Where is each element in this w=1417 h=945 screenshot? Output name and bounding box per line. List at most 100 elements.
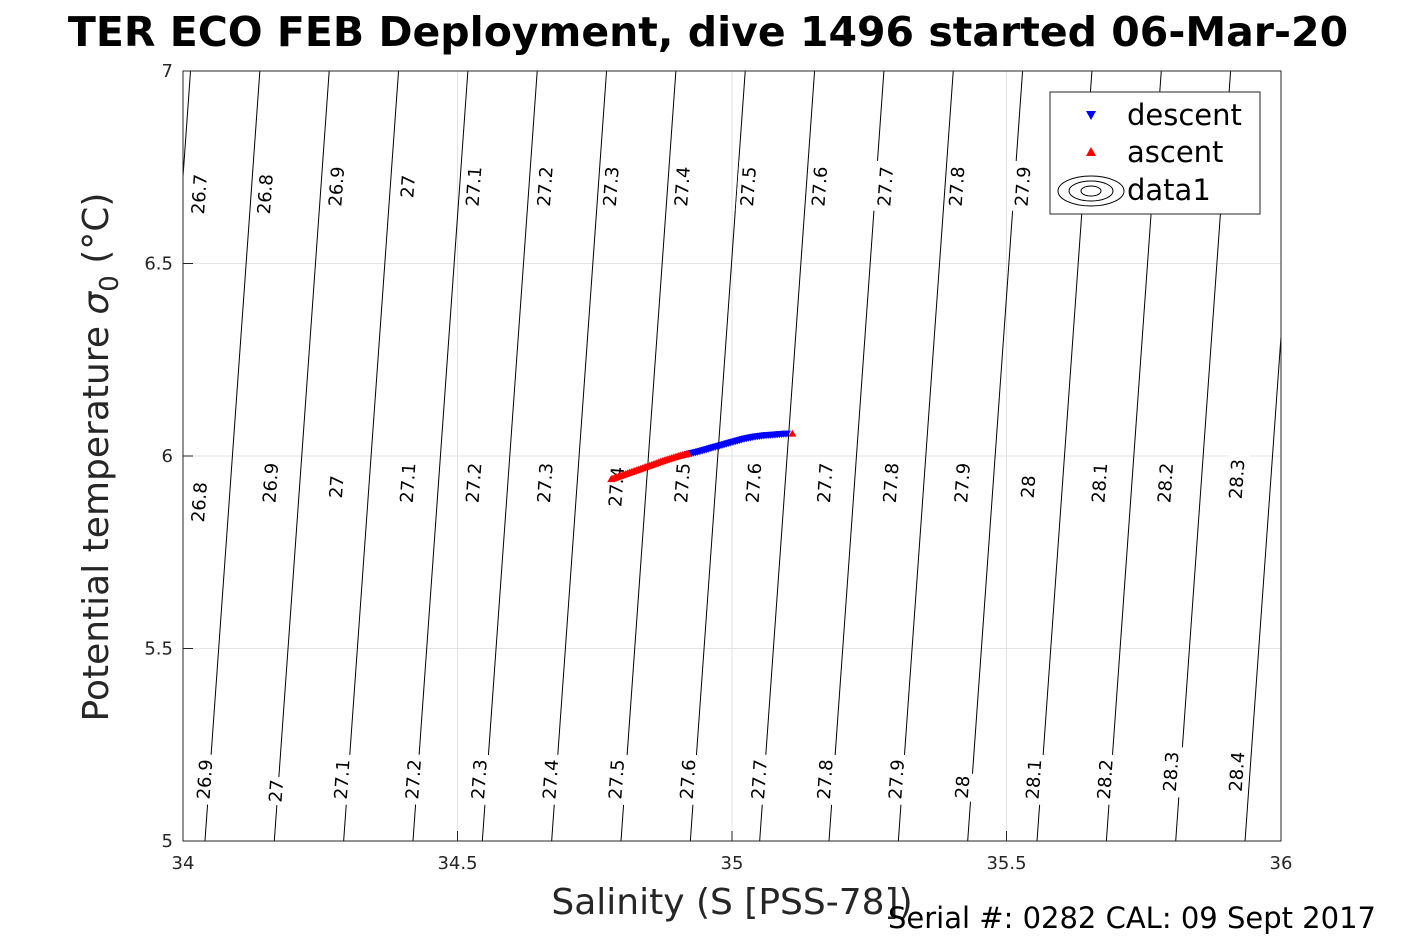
- contour-label-bg: [324, 472, 349, 502]
- contour-label-text: 27.9: [885, 759, 909, 800]
- contour-label-bg: [1224, 745, 1250, 798]
- data-points: [607, 429, 797, 483]
- contour-label: 28.4: [1224, 745, 1250, 798]
- contour-label-text: 27.4: [539, 759, 563, 800]
- contour-label-bg: [812, 753, 839, 806]
- isopycnal-line: [1244, 329, 1281, 841]
- contour-label: 27.1: [395, 457, 421, 509]
- contour-label: 27.6: [807, 160, 833, 213]
- contour-label-text: 28.3: [1160, 751, 1184, 792]
- contour-label-text: 28.2: [1154, 462, 1178, 503]
- contour-label: 27.1: [329, 753, 355, 806]
- legend-descent-marker: [1086, 111, 1096, 120]
- y-tick-label: 6: [162, 446, 173, 467]
- isopycnal-line: [343, 71, 400, 841]
- contour-label-bg: [466, 753, 493, 806]
- ascent-point: [684, 449, 693, 457]
- serial-cal-footer: Serial #: 0282 CAL: 09 Sept 2017: [888, 901, 1376, 935]
- contour-label-text: 27.9: [1012, 166, 1036, 207]
- contour-label: 27.5: [603, 753, 630, 806]
- contour-label-bg: [252, 168, 279, 220]
- contour-label: 27.8: [812, 753, 839, 806]
- contour-label-text: 27.2: [463, 462, 487, 503]
- contour-label: 27.6: [741, 457, 767, 509]
- contour-label-text: 27: [326, 475, 349, 499]
- contour-label: 28: [950, 772, 975, 802]
- contour-label-text: 28.4: [1226, 751, 1250, 792]
- legend-ascent-label: ascent: [1127, 135, 1223, 169]
- contour-label: 28.2: [1152, 457, 1179, 509]
- contour-label-text: 27: [266, 779, 289, 803]
- x-tick-label: 36: [1270, 853, 1293, 874]
- contour-label-text: 27.1: [331, 759, 355, 800]
- contour-label: 28.2: [1092, 753, 1119, 806]
- isopycnal-line: [204, 71, 261, 841]
- contour-label: 27.3: [598, 160, 624, 213]
- contour-label-text: 26.9: [259, 462, 283, 503]
- contour-label-text: 27.4: [671, 166, 695, 207]
- contour-label-bg: [186, 476, 213, 528]
- contour-label: 27.7: [872, 160, 899, 213]
- contour-label: 27: [324, 472, 349, 502]
- contour-label-bg: [1224, 453, 1250, 505]
- x-tick-label: 35.5: [986, 853, 1026, 874]
- contour-label-bg: [741, 457, 767, 509]
- contour-label-text: 28: [952, 775, 975, 799]
- contour-labels: 26.7 26.8 26.9 27 27.1 27.2 27.3 27.4 27.5 27.6 27…: [186, 160, 1250, 806]
- legend: descent ascent data1: [1049, 91, 1261, 215]
- contour-label: 28.1: [1087, 457, 1113, 509]
- contour-label: 27.4: [538, 753, 564, 806]
- chart-title: TER ECO FEB Deployment, dive 1496 starte…: [68, 8, 1348, 56]
- contour-label-bg: [461, 160, 487, 213]
- isopycnal-line: [273, 71, 330, 841]
- contour-label-text: 26.7: [188, 174, 212, 215]
- contour-label-bg: [950, 772, 975, 802]
- x-tick-label: 34.5: [437, 853, 477, 874]
- legend-descent-label: descent: [1127, 98, 1242, 132]
- contour-label: 27.4: [603, 461, 630, 513]
- contour-label-text: 26.8: [254, 174, 278, 215]
- contour-label-bg: [186, 168, 213, 220]
- contour-label: 27.2: [461, 457, 487, 509]
- contour-label: 26.8: [186, 476, 213, 528]
- contour-label-bg: [1016, 472, 1041, 502]
- x-axis-ticks: 34 34.5 35 35.5 36: [172, 831, 1293, 874]
- contour-label: 27: [396, 171, 421, 202]
- contour-label-bg: [1010, 160, 1036, 213]
- contour-label-text: 27.3: [600, 166, 624, 207]
- y-axis-label-subscript: 0: [95, 275, 125, 292]
- contour-label: 27.5: [735, 160, 762, 213]
- contour-label-text: 27.1: [397, 462, 421, 503]
- contour-label-text: 26.8: [188, 482, 212, 523]
- y-tick-label: 6.5: [144, 254, 173, 275]
- contour-label: 27.1: [461, 160, 487, 213]
- contour-label-bg: [949, 457, 976, 509]
- legend-data1-contour-icon: [1057, 175, 1125, 207]
- contour-label-bg: [1021, 753, 1047, 806]
- contour-label-text: 27.1: [463, 166, 487, 207]
- legend-data1-label: data1: [1127, 173, 1211, 207]
- x-tick-label: 34: [172, 853, 195, 874]
- y-axis-label-main: Potential temperature: [76, 315, 117, 722]
- contour-label-bg: [1152, 457, 1179, 509]
- contour-label-text: 26.9: [194, 759, 218, 800]
- contour-label-text: 27.6: [743, 462, 767, 503]
- contour-label-bg: [329, 753, 355, 806]
- contour-label-bg: [461, 457, 487, 509]
- contour-label: 26.9: [192, 753, 218, 806]
- contour-label-text: 27.2: [402, 759, 426, 800]
- y-axis-label-unit: (°C): [76, 193, 117, 276]
- y-axis-label-symbol: σ: [76, 291, 117, 315]
- isopycnal-line: [897, 71, 954, 841]
- contour-label-bg: [1087, 457, 1113, 509]
- y-axis-label: Potential temperature σ0 (°C): [76, 193, 125, 722]
- contour-label-bg: [532, 457, 559, 509]
- contour-label: 27.7: [812, 457, 839, 509]
- contour-label-text: 27: [397, 174, 420, 198]
- contour-label: 27.9: [949, 457, 976, 509]
- contour-label-text: 28: [1018, 475, 1041, 499]
- contour-label-bg: [264, 776, 289, 806]
- contour-label-bg: [400, 753, 427, 806]
- y-tick-label: 5: [162, 831, 173, 852]
- contour-label: 26.8: [252, 168, 279, 220]
